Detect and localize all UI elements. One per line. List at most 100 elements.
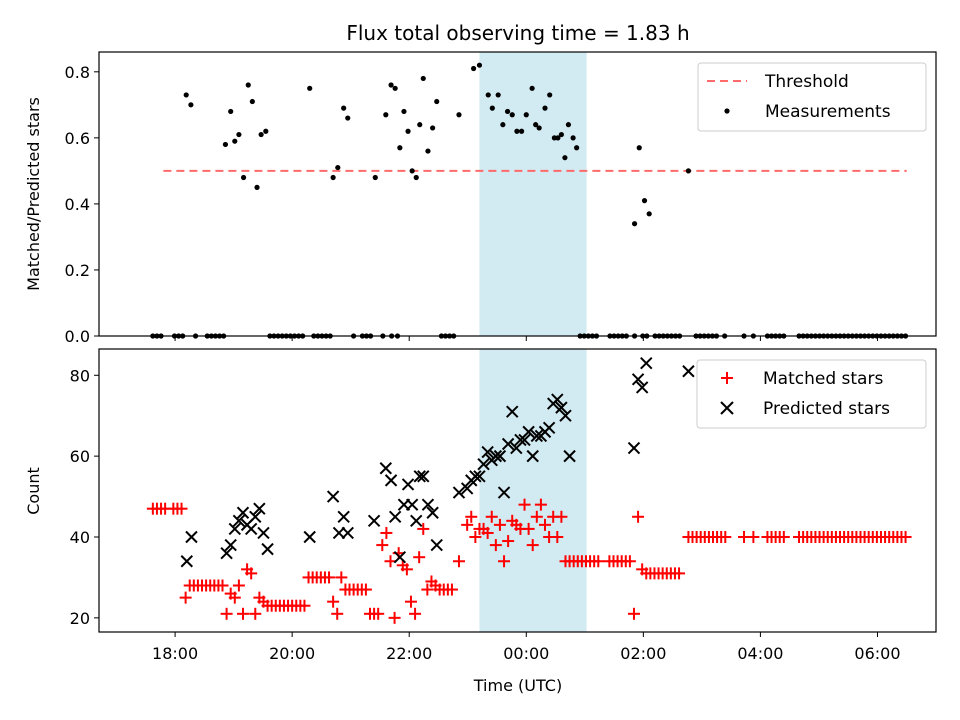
ratio-panel: 0.00.20.40.60.8 Matched/Predicted stars … [24,51,937,346]
measurement-point [335,164,341,171]
predicted-star-point [421,498,435,511]
matched-star-point [245,567,258,580]
matched-star-point [673,567,686,580]
predicted-star-point [413,470,426,483]
x-tick-label: 06:00 [854,644,900,663]
predicted-star-point [393,551,407,564]
measurement-point [646,211,652,217]
predicted-star-point [303,530,316,544]
chart-title: Flux total observing time = 1.83 h [346,21,689,45]
count-axes-frame [98,348,937,633]
predicted-star-point [551,393,564,406]
x-tick-label: 00:00 [503,644,549,663]
predicted-star-point [367,514,381,528]
y-tick-label: 0.6 [65,129,90,148]
predicted-star-point [563,449,576,463]
matched-star-point [493,518,506,531]
matched-star-point [481,526,494,539]
matched-star-point [175,502,188,515]
matched-star-point [323,571,336,584]
matched-star-point [592,555,605,568]
matched-star-point [551,530,564,543]
predicted-star-point [640,356,653,370]
measurement-point [372,174,378,181]
legend-matched-swatch [721,372,733,384]
legend-predicted-label: Predicted stars [763,399,890,419]
y-tick-label: 60 [70,447,90,466]
predicted-star-point [236,506,250,519]
predicted-star-point [332,526,346,540]
measurement-point [263,128,269,134]
measurement-point [254,184,260,190]
x-tick-label: 04:00 [737,644,783,663]
matched-star-point [623,555,636,568]
matched-star-point [400,563,413,576]
measurement-point [413,174,419,181]
matched-star-point [216,579,229,592]
measurement-point [504,108,511,115]
matched-star-point [179,591,192,604]
measurement-point [383,112,389,118]
predicted-star-point [232,514,246,528]
measurement-point [420,75,426,82]
measurement-point [417,122,423,128]
matched-star-point [632,510,645,523]
legend-measurements-label: Measurements [765,102,891,122]
measurement-point [228,108,234,115]
matched-star-point [359,583,372,596]
matched-star-point [518,498,531,511]
matched-star-point [327,595,340,608]
measurement-point [547,92,553,98]
measurement-point [565,122,572,128]
predicted-star-point [493,449,507,463]
predicted-star-point [631,373,645,386]
predicted-star-point [489,449,503,463]
predicted-star-point [405,498,419,511]
matched-star-point [469,530,482,543]
measurement-point [345,115,351,121]
measurement-point [471,65,477,72]
measurement-point [562,155,568,161]
predicted-star-point [220,546,233,560]
matched-star-point [465,510,478,523]
matched-star-point [534,498,547,511]
measurement-point [500,122,506,128]
matched-star-point [489,539,502,552]
y-tick-label: 0.0 [65,327,90,346]
measurement-point [533,122,539,128]
measurement-point [641,198,648,204]
measurement-point [183,92,189,98]
matched-star-point [777,530,790,543]
y-tick-label: 80 [70,366,90,385]
measurement-point [542,105,548,111]
matched-star-point [747,530,760,543]
predicted-star-point [426,506,439,519]
legend-matched-label: Matched stars [763,369,883,389]
matched-star-point [461,518,474,531]
matched-star-point [627,607,640,620]
matched-star-point [502,535,515,548]
measurement-point [574,145,580,151]
measurement-point [523,112,529,118]
predicted-star-point [401,478,415,491]
measurement-point [401,108,407,115]
matched-star-point [335,571,348,584]
matched-star-point [452,555,465,568]
y-tick-label: 0.4 [65,195,90,214]
measurement-point [245,82,251,88]
measurement-point [232,138,238,144]
predicted-star-point [430,538,443,552]
measurement-point [685,168,692,174]
measurement-point [434,98,440,105]
count-highlight-span [479,349,587,632]
predicted-star-point [384,474,398,487]
predicted-star-point [410,514,423,528]
predicted-star-point [253,502,266,515]
matched-star-point [220,607,233,620]
measurement-point [536,125,542,131]
matched-star-point [249,607,262,620]
measurement-point [555,135,561,141]
ratio-ylabel: Matched/Predicted stars [24,97,43,291]
matched-star-point [409,607,422,620]
predicted-star-point [627,441,641,455]
